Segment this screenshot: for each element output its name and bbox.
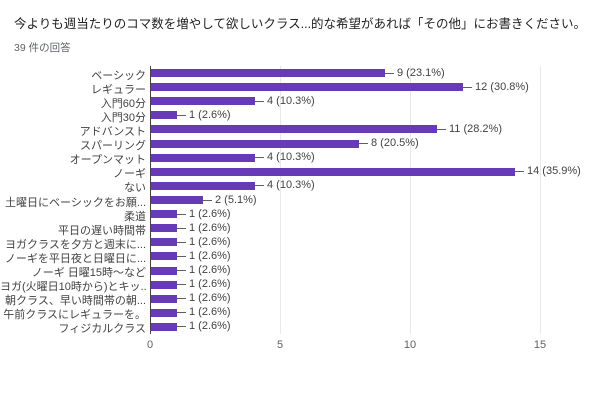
bar	[151, 322, 177, 331]
value-leader-line	[255, 185, 264, 187]
category-label: ノーギ 日曜15時〜など	[31, 267, 146, 280]
bar-value-label: 4 (10.3%)	[267, 179, 315, 192]
bar-value-label: 1 (2.6%)	[189, 249, 231, 262]
x-tick-label: 10	[403, 339, 417, 351]
bar-value-label: 2 (5.1%)	[215, 193, 257, 206]
chart-title: 今よりも週当たりのコマ数を増やして欲しいクラス...的な希望があれば「その他」に…	[14, 17, 587, 31]
x-tick-label: 5	[276, 339, 284, 351]
value-leader-line	[255, 157, 264, 159]
value-leader-line	[177, 284, 186, 286]
bar	[151, 196, 203, 204]
bar-value-label: 11 (28.2%)	[449, 122, 502, 135]
value-leader-line	[463, 86, 472, 88]
value-leader-line	[177, 312, 186, 314]
bar-value-label: 1 (2.6%)	[189, 108, 231, 121]
bar-value-label: 1 (2.6%)	[189, 235, 231, 248]
value-leader-line	[177, 326, 186, 328]
bar-value-label: 1 (2.6%)	[189, 264, 231, 277]
bar-value-label: 9 (23.1%)	[397, 66, 445, 79]
bar	[151, 308, 177, 317]
bar	[151, 167, 515, 176]
value-leader-line	[255, 100, 264, 102]
category-label: 午前クラスにレギュラーを。	[3, 309, 146, 322]
bar	[151, 69, 385, 78]
x-tick-label: 0	[146, 339, 154, 351]
gridline-5	[280, 66, 281, 334]
value-leader-line	[203, 199, 212, 201]
value-leader-line	[177, 298, 186, 300]
bar	[151, 181, 255, 190]
bar-value-label: 8 (20.5%)	[371, 137, 419, 150]
bar-value-label: 4 (10.3%)	[267, 94, 315, 107]
value-leader-line	[177, 114, 186, 116]
category-label: ノーギ	[113, 168, 146, 181]
category-label: オープンマット	[69, 154, 146, 167]
bar-value-label: 1 (2.6%)	[189, 320, 231, 333]
bar-value-label: 4 (10.3%)	[267, 151, 315, 164]
category-label: ない	[124, 182, 146, 195]
value-leader-line	[177, 227, 186, 229]
x-tick-label: 15	[533, 339, 547, 351]
category-label: 柔道	[124, 210, 146, 223]
value-leader-line	[177, 255, 186, 257]
value-leader-line	[177, 213, 186, 215]
bar	[151, 238, 177, 247]
bar	[151, 280, 177, 289]
bar	[151, 125, 437, 134]
bar	[151, 294, 177, 303]
value-leader-line	[177, 270, 186, 272]
value-leader-line	[177, 241, 186, 243]
category-label: フィジカルクラス	[58, 323, 146, 336]
value-leader-line	[385, 72, 394, 74]
category-label: ヨガクラスを夕方と週末に...	[5, 238, 146, 251]
category-label: スパーリング	[80, 140, 146, 153]
bar	[151, 111, 177, 120]
bar	[151, 266, 177, 275]
bar-value-label: 1 (2.6%)	[189, 292, 231, 305]
bar-value-label: 1 (2.6%)	[189, 207, 231, 220]
bar-value-label: 14 (35.9%)	[527, 165, 581, 178]
value-leader-line	[359, 143, 368, 145]
bar	[151, 210, 177, 219]
gridline-15	[540, 66, 541, 334]
category-label: アドバンスト	[79, 125, 146, 138]
bar	[151, 139, 359, 148]
bar	[151, 83, 463, 92]
category-label: ノーギを平日夜と日曜日に...	[4, 252, 146, 265]
bar-value-label: 1 (2.6%)	[189, 278, 231, 291]
category-label: 入門30分	[100, 111, 146, 124]
value-leader-line	[437, 128, 446, 130]
category-label: 平日の遅い時間帯	[58, 224, 146, 237]
category-label: 朝クラス、早い時間帯の朝...	[5, 295, 146, 308]
bar	[151, 153, 255, 162]
bar-value-label: 12 (30.8%)	[475, 80, 529, 93]
category-label: レギュラー	[91, 83, 146, 96]
bar-value-label: 1 (2.6%)	[189, 221, 231, 234]
bar-value-label: 1 (2.6%)	[189, 306, 231, 319]
response-count: 39 件の回答	[14, 42, 71, 54]
category-label: ヨガ(火曜日10時から)とキッ...	[0, 281, 146, 294]
y-axis-line	[150, 66, 151, 334]
bar	[151, 252, 177, 261]
category-label: ベーシック	[91, 69, 146, 82]
bar	[151, 224, 177, 233]
category-label: 入門60分	[100, 97, 146, 110]
category-label: 土曜日にベーシックをお願...	[5, 196, 146, 209]
value-leader-line	[515, 171, 524, 173]
bar	[151, 97, 255, 106]
gridline-10	[410, 66, 411, 334]
